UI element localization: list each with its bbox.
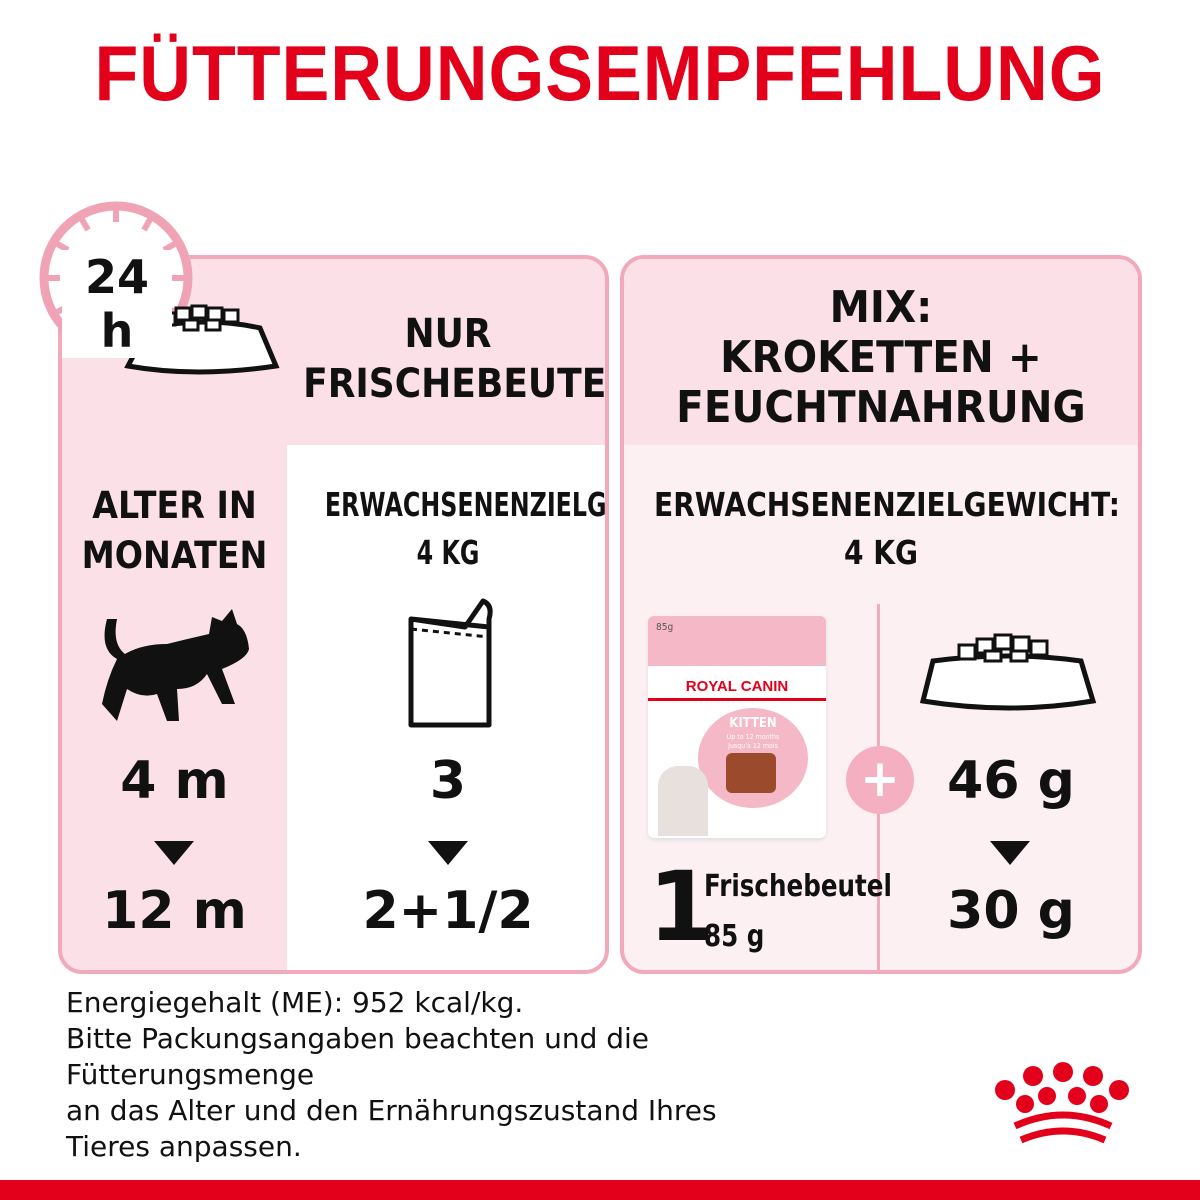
plus-icon: + bbox=[846, 746, 914, 814]
panel-heading: NUR FRISCHEBEUTEL bbox=[303, 311, 609, 407]
food-bowl-icon bbox=[919, 633, 1097, 711]
royal-canin-crown-logo bbox=[995, 1062, 1129, 1144]
fresh-pouch-panel: NUR FRISCHEBEUTEL ALTER IN MONATEN ERWACHS… bbox=[58, 255, 609, 974]
arrow-down-icon bbox=[154, 841, 194, 865]
feeding-table-area bbox=[287, 445, 605, 970]
kibble-from: 46 g bbox=[947, 751, 1075, 811]
pouch-to: 2+1/2 bbox=[362, 881, 534, 941]
arrow-down-icon bbox=[428, 841, 468, 865]
mix-panel: MIX: KROKETTEN + FEUCHTNAHRUNG ERWACHSENEN… bbox=[620, 255, 1142, 974]
kitten-icon bbox=[102, 609, 249, 721]
age-to: 12 m bbox=[102, 881, 247, 941]
clock-label: 24 h bbox=[62, 250, 172, 358]
panel-heading: MIX: KROKETTEN + FEUCHTNAHRUNG bbox=[676, 282, 1086, 433]
pouch-count: 1 bbox=[648, 851, 715, 963]
footer-note: Energiegehalt (ME): 952 kcal/kg. Bitte Pa… bbox=[66, 986, 717, 1163]
pouch-label: Frischebeutel bbox=[704, 869, 892, 904]
weight-label: ERWACHSENENZIELGEWICHT:4 KG bbox=[324, 485, 605, 572]
brand-bar bbox=[0, 1180, 1200, 1200]
age-label: ALTER IN MONATEN bbox=[81, 484, 268, 577]
age-from: 4 m bbox=[120, 751, 229, 811]
weight-label: ERWACHSENENZIELGEWICHT:4 KG bbox=[654, 485, 1120, 572]
page-title: FÜTTERUNGSEMPFEHLUNG bbox=[94, 29, 1106, 117]
mix-header bbox=[624, 259, 1138, 445]
pouch-product-image: 85g ROYAL CANIN KITTEN Up to 12 months J… bbox=[648, 616, 826, 838]
pouch-icon bbox=[408, 598, 493, 728]
kibble-to: 30 g bbox=[947, 881, 1075, 941]
pouch-from: 3 bbox=[429, 751, 467, 811]
pouch-weight: 85 g bbox=[704, 919, 765, 954]
arrow-down-icon bbox=[990, 841, 1030, 865]
